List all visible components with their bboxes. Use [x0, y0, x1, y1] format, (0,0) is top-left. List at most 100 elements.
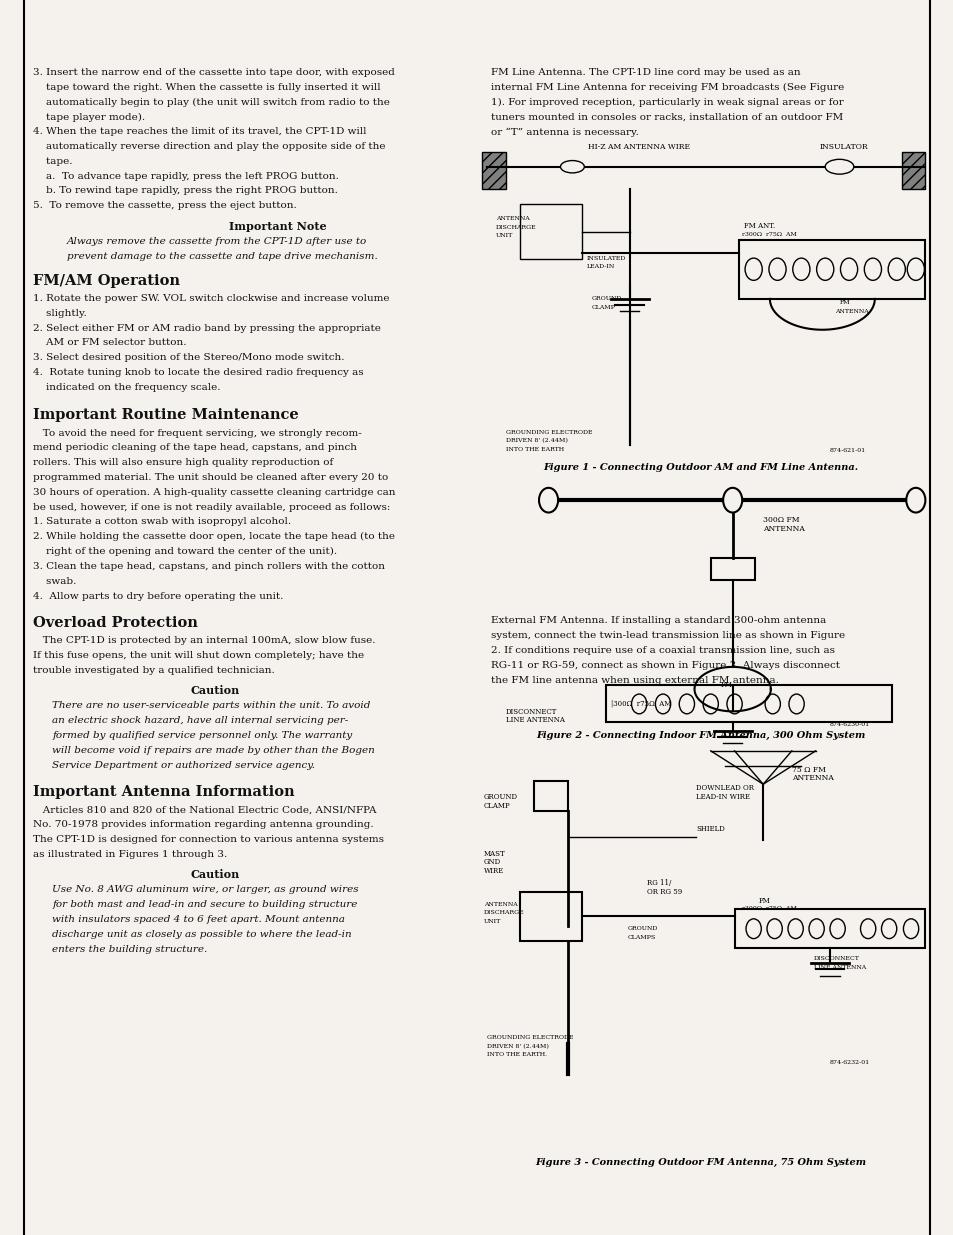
- Circle shape: [655, 694, 670, 714]
- Circle shape: [788, 694, 803, 714]
- Text: HI-Z AM ANTENNA WIRE: HI-Z AM ANTENNA WIRE: [588, 143, 689, 151]
- Text: 4.  Allow parts to dry before operating the unit.: 4. Allow parts to dry before operating t…: [33, 592, 283, 600]
- Text: 30 hours of operation. A high-quality cassette cleaning cartridge can: 30 hours of operation. A high-quality ca…: [33, 488, 395, 496]
- Text: formed by qualified service personnel only. The warranty: formed by qualified service personnel on…: [52, 731, 353, 740]
- Text: trouble investigated by a qualified technician.: trouble investigated by a qualified tech…: [33, 666, 274, 674]
- Text: DRIVEN 8' (2.44M): DRIVEN 8' (2.44M): [505, 438, 567, 443]
- Bar: [710, 558, 754, 580]
- Text: system, connect the twin-lead transmission line as shown in Figure: system, connect the twin-lead transmissi…: [491, 631, 844, 640]
- Text: mend periodic cleaning of the tape head, capstans, and pinch: mend periodic cleaning of the tape head,…: [33, 443, 357, 452]
- Circle shape: [840, 258, 857, 280]
- Text: internal FM Line Antenna for receiving FM broadcasts (See Figure: internal FM Line Antenna for receiving F…: [491, 83, 843, 91]
- Circle shape: [808, 919, 823, 939]
- Text: 2. If conditions require use of a coaxial transmission line, such as: 2. If conditions require use of a coaxia…: [491, 646, 835, 655]
- Text: SHIELD: SHIELD: [696, 825, 724, 832]
- Circle shape: [860, 919, 875, 939]
- Text: GROUND: GROUND: [591, 296, 621, 301]
- Text: Caution: Caution: [191, 685, 240, 697]
- Bar: [519, 892, 581, 941]
- Text: 1). For improved reception, particularly in weak signal areas or for: 1). For improved reception, particularly…: [491, 98, 843, 106]
- Text: LINE ANTENNA: LINE ANTENNA: [813, 965, 865, 969]
- Text: 2. While holding the cassette door open, locate the tape head (to the: 2. While holding the cassette door open,…: [33, 532, 395, 541]
- Text: The CPT-1D is designed for connection to various antenna systems: The CPT-1D is designed for connection to…: [33, 835, 384, 844]
- Text: 3. Clean the tape head, capstans, and pinch rollers with the cotton: 3. Clean the tape head, capstans, and pi…: [33, 562, 385, 571]
- Text: be used, however, if one is not readily available, proceed as follows:: be used, however, if one is not readily …: [33, 503, 391, 511]
- Text: an electric shock hazard, have all internal servicing per-: an electric shock hazard, have all inter…: [52, 716, 349, 725]
- Text: 4. When the tape reaches the limit of its travel, the CPT-1D will: 4. When the tape reaches the limit of it…: [33, 127, 367, 136]
- Circle shape: [816, 258, 833, 280]
- Text: rollers. This will also ensure high quality reproduction of: rollers. This will also ensure high qual…: [33, 458, 334, 467]
- Text: 4.  Rotate tuning knob to locate the desired radio frequency as: 4. Rotate tuning knob to locate the desi…: [33, 368, 364, 377]
- Text: tape.: tape.: [33, 157, 72, 165]
- Ellipse shape: [559, 161, 583, 173]
- Circle shape: [902, 919, 918, 939]
- Circle shape: [722, 488, 741, 513]
- Text: 5.  To remove the cassette, press the eject button.: 5. To remove the cassette, press the eje…: [33, 201, 296, 210]
- Text: Always remove the cassette from the CPT-1D after use to: Always remove the cassette from the CPT-…: [67, 237, 367, 246]
- Text: DISCHARGE: DISCHARGE: [483, 910, 524, 915]
- Text: UNIT: UNIT: [496, 233, 513, 238]
- Text: Figure 1 - Connecting Outdoor AM and FM Line Antenna.: Figure 1 - Connecting Outdoor AM and FM …: [543, 463, 858, 472]
- Text: CLAMP: CLAMP: [483, 802, 510, 809]
- Text: DISCONNECT: DISCONNECT: [505, 708, 557, 715]
- Text: Service Department or authorized service agency.: Service Department or authorized service…: [52, 761, 315, 769]
- Text: FM Line Antenna. The CPT-1D line cord may be used as an: FM Line Antenna. The CPT-1D line cord ma…: [491, 68, 801, 77]
- Text: tape toward the right. When the cassette is fully inserted it will: tape toward the right. When the cassette…: [33, 83, 380, 91]
- Text: LINE ANTENNA: LINE ANTENNA: [505, 716, 564, 724]
- Text: AM or FM selector button.: AM or FM selector button.: [33, 338, 187, 347]
- Text: RG 11/: RG 11/: [646, 879, 671, 887]
- Text: ANTENNA: ANTENNA: [496, 216, 529, 221]
- Text: ANTENNA: ANTENNA: [834, 309, 867, 314]
- Text: ANTENNA: ANTENNA: [483, 902, 517, 906]
- Text: There are no user-serviceable parts within the unit. To avoid: There are no user-serviceable parts with…: [52, 701, 371, 710]
- Text: FM: FM: [839, 300, 849, 305]
- Text: WIRE: WIRE: [483, 867, 503, 874]
- Text: |300Ω  r75Ω  AM: |300Ω r75Ω AM: [610, 700, 670, 708]
- Text: UNIT: UNIT: [483, 919, 500, 924]
- Text: MAST: MAST: [483, 850, 505, 857]
- Circle shape: [905, 488, 924, 513]
- Text: Articles 810 and 820 of the National Electric Code, ANSI/NFPA: Articles 810 and 820 of the National Ele…: [33, 805, 376, 814]
- Text: indicated on the frequency scale.: indicated on the frequency scale.: [33, 383, 221, 391]
- Text: r300Ω  r75Ω  AM: r300Ω r75Ω AM: [741, 232, 797, 237]
- Bar: [901, 152, 924, 189]
- Text: will become void if repairs are made by other than the Bogen: will become void if repairs are made by …: [52, 746, 375, 755]
- Text: Caution: Caution: [191, 869, 240, 881]
- Circle shape: [766, 919, 781, 939]
- Text: INSULATED: INSULATED: [586, 256, 625, 261]
- Text: with insulators spaced 4 to 6 feet apart. Mount antenna: with insulators spaced 4 to 6 feet apart…: [52, 915, 345, 924]
- Text: Important Note: Important Note: [229, 221, 326, 232]
- Text: automatically begin to play (the unit will switch from radio to the: automatically begin to play (the unit wi…: [33, 98, 390, 106]
- Circle shape: [745, 919, 760, 939]
- Circle shape: [679, 694, 694, 714]
- Text: FM/AM Operation: FM/AM Operation: [33, 274, 180, 288]
- Text: External FM Antenna. If installing a standard 300-ohm antenna: External FM Antenna. If installing a sta…: [491, 616, 825, 625]
- Text: The CPT-1D is protected by an internal 100mA, slow blow fuse.: The CPT-1D is protected by an internal 1…: [33, 636, 375, 645]
- Circle shape: [829, 919, 844, 939]
- Text: No. 70-1978 provides information regarding antenna grounding.: No. 70-1978 provides information regardi…: [33, 820, 374, 829]
- Text: OR RG 59: OR RG 59: [646, 888, 681, 895]
- Text: CLAMPS: CLAMPS: [627, 935, 656, 940]
- Text: 2. Select either FM or AM radio band by pressing the appropriate: 2. Select either FM or AM radio band by …: [33, 324, 381, 332]
- Ellipse shape: [824, 159, 853, 174]
- Circle shape: [792, 258, 809, 280]
- Text: DISCHARGE: DISCHARGE: [496, 225, 537, 230]
- Text: 3. Select desired position of the Stereo/Mono mode switch.: 3. Select desired position of the Stereo…: [33, 353, 345, 362]
- Circle shape: [744, 258, 761, 280]
- Circle shape: [726, 694, 741, 714]
- Text: enters the building structure.: enters the building structure.: [52, 945, 208, 953]
- Text: r300Ω  r75Ω  AM: r300Ω r75Ω AM: [741, 906, 797, 911]
- Text: FM: FM: [758, 897, 769, 904]
- Circle shape: [881, 919, 896, 939]
- Text: right of the opening and toward the center of the unit).: right of the opening and toward the cent…: [33, 547, 337, 556]
- Text: 3. Insert the narrow end of the cassette into tape door, with exposed: 3. Insert the narrow end of the cassette…: [33, 68, 395, 77]
- Text: FM: FM: [720, 682, 731, 689]
- Text: LEAD-IN: LEAD-IN: [586, 264, 615, 269]
- Text: Important Routine Maintenance: Important Routine Maintenance: [33, 408, 299, 421]
- Text: GROUNDING ELECTRODE: GROUNDING ELECTRODE: [505, 430, 592, 435]
- Text: FM ANT.: FM ANT.: [743, 222, 775, 230]
- Text: DRIVEN 8' (2.44M): DRIVEN 8' (2.44M): [486, 1044, 548, 1049]
- Circle shape: [538, 488, 558, 513]
- Text: CLAMP: CLAMP: [591, 305, 615, 310]
- Text: DOWNLEAD OR: DOWNLEAD OR: [696, 784, 754, 792]
